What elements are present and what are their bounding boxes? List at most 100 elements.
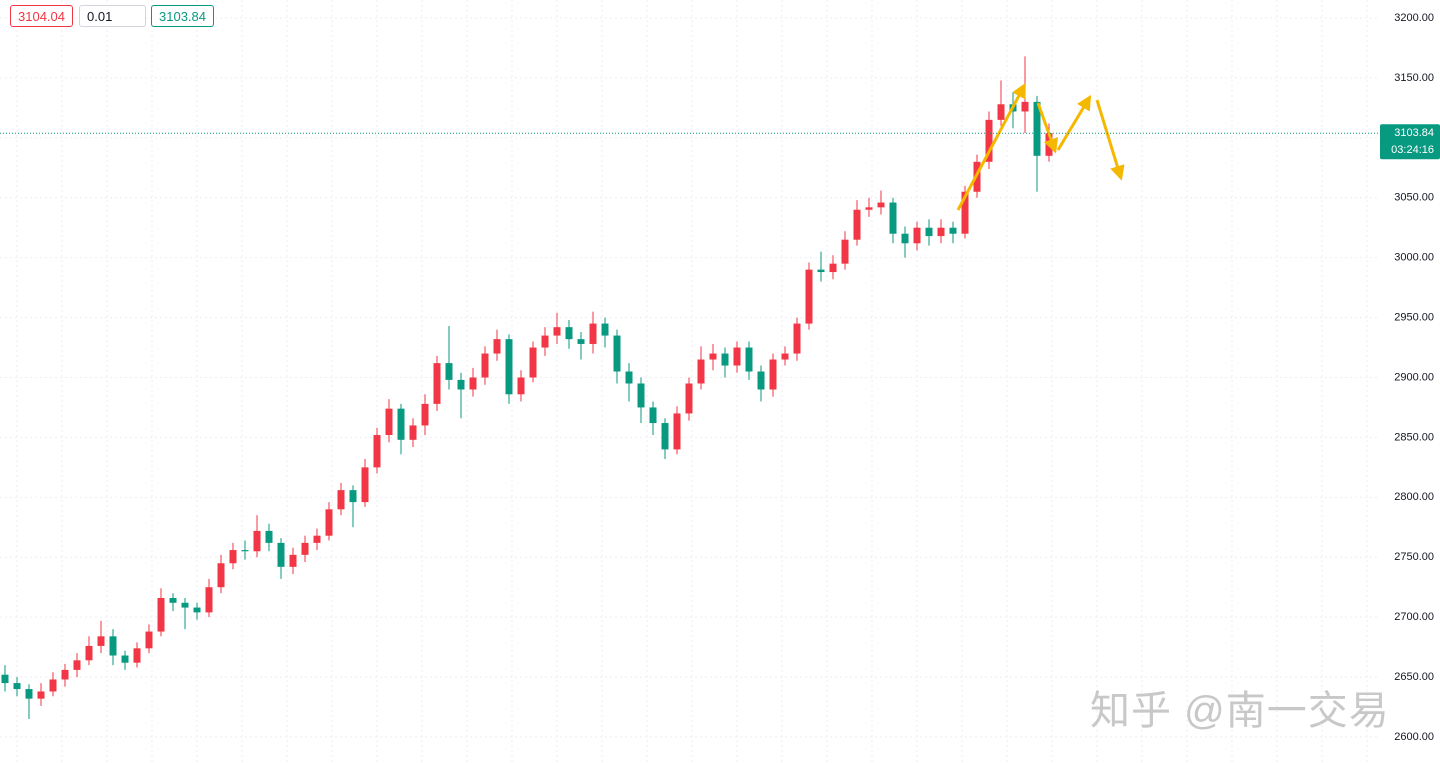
candle-body xyxy=(301,542,309,555)
candle-body xyxy=(229,550,237,564)
candle-body xyxy=(85,645,93,661)
candle-body xyxy=(109,636,117,656)
candle-body xyxy=(277,542,285,567)
y-tick-label: 2700.00 xyxy=(1394,611,1434,623)
candle-body xyxy=(253,530,261,552)
candle-body xyxy=(733,347,741,366)
candle-body xyxy=(625,371,633,384)
buy-price[interactable]: 3103.84 xyxy=(151,5,214,27)
candle-body xyxy=(925,227,933,237)
y-tick-label: 2950.00 xyxy=(1394,311,1434,323)
candle-body xyxy=(205,587,213,613)
arrow xyxy=(956,82,1026,211)
candle-body xyxy=(421,403,429,426)
candle-body xyxy=(793,323,801,354)
candle-body xyxy=(565,327,573,340)
countdown: 03:24:16 xyxy=(1391,144,1434,156)
y-tick-label: 2800.00 xyxy=(1394,491,1434,503)
candle-body xyxy=(577,339,585,344)
candle-body xyxy=(289,554,297,567)
candle-body xyxy=(985,119,993,162)
drawing-arrows xyxy=(956,82,1125,211)
candle-body xyxy=(97,636,105,646)
y-tick-label: 2850.00 xyxy=(1394,431,1434,443)
candle-body xyxy=(937,227,945,237)
candle-body xyxy=(889,202,897,234)
candle-body xyxy=(457,379,465,390)
candle-body xyxy=(481,353,489,378)
candle-body xyxy=(673,413,681,450)
candle-body xyxy=(913,227,921,244)
candle-body xyxy=(169,597,177,603)
candle-body xyxy=(697,359,705,384)
candle-body xyxy=(217,563,225,588)
candle-body xyxy=(25,689,33,699)
candle-body xyxy=(373,435,381,468)
candle-body xyxy=(445,363,453,380)
candle-body xyxy=(661,423,669,450)
candle-body xyxy=(841,239,849,264)
grid xyxy=(0,0,1380,763)
y-tick-label: 3150.00 xyxy=(1394,72,1434,84)
candle-body xyxy=(13,683,21,690)
candle-body xyxy=(997,104,1005,120)
candle-body xyxy=(37,691,45,699)
sell-price[interactable]: 3104.04 xyxy=(10,5,73,27)
candle-body xyxy=(385,408,393,436)
y-tick-label: 2900.00 xyxy=(1394,371,1434,383)
last-price-box xyxy=(1380,124,1440,160)
y-tick-label: 3050.00 xyxy=(1394,192,1434,204)
candle-body xyxy=(517,377,525,395)
y-tick-label: 2600.00 xyxy=(1394,731,1434,743)
candle-body xyxy=(829,263,837,273)
candle-body xyxy=(613,335,621,372)
candle-body xyxy=(601,323,609,336)
candle-body xyxy=(685,383,693,414)
y-tick-label: 2650.00 xyxy=(1394,671,1434,683)
candle-body xyxy=(505,339,513,395)
candle-body xyxy=(817,269,825,273)
watermark: 知乎 @南一交易 xyxy=(1090,689,1390,733)
y-tick-label: 3000.00 xyxy=(1394,252,1434,264)
candle-body xyxy=(181,602,189,608)
candle-body xyxy=(553,327,561,336)
candle-body xyxy=(805,269,813,324)
candle-body xyxy=(469,377,477,390)
candle-body xyxy=(757,371,765,390)
candle-body xyxy=(769,359,777,390)
candle-body xyxy=(949,227,957,234)
candle-body xyxy=(493,339,501,354)
candle-body xyxy=(709,353,717,360)
candle-body xyxy=(1,674,9,684)
candle-body xyxy=(73,660,81,670)
candle-body xyxy=(745,347,753,372)
candle-body xyxy=(901,233,909,244)
candle-body xyxy=(433,363,441,404)
candle-body xyxy=(157,597,165,632)
candle-body xyxy=(313,535,321,543)
candle-body xyxy=(121,655,129,663)
candle-body xyxy=(49,679,57,692)
arrow xyxy=(1056,94,1092,151)
y-tick-label: 3200.00 xyxy=(1394,12,1434,24)
last-price-label: 3103.84 xyxy=(1394,127,1434,139)
candle-body xyxy=(409,425,417,440)
spread[interactable]: 0.01 xyxy=(79,5,146,27)
candle-body xyxy=(193,607,201,613)
arrow xyxy=(1036,102,1059,154)
candle-body xyxy=(325,509,333,536)
candle-body xyxy=(721,353,729,366)
arrow xyxy=(1095,99,1125,181)
candle-body xyxy=(589,323,597,344)
candles xyxy=(1,56,1053,720)
candle-body xyxy=(637,383,645,408)
candle-body xyxy=(265,530,273,543)
candle-body xyxy=(865,207,873,210)
candle-body xyxy=(649,407,657,424)
price-axis: 2600.00 2650.00 2700.00 2750.00 2800.00 2850.… xyxy=(0,12,1440,743)
candle-body xyxy=(241,550,249,552)
y-tick-label: 2750.00 xyxy=(1394,551,1434,563)
candle-body xyxy=(349,490,357,503)
